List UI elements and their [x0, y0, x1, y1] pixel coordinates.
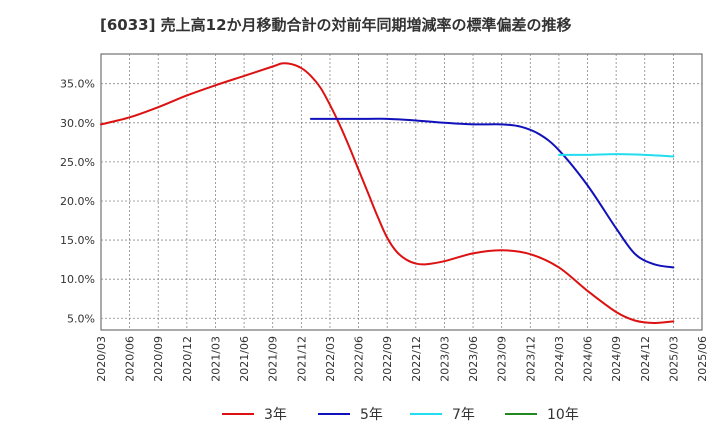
x-tick-label: 2022/09: [381, 336, 394, 382]
x-tick-label: 2022/03: [324, 336, 337, 382]
x-tick-label: 2021/09: [267, 336, 280, 382]
x-tick-label: 2020/09: [152, 336, 165, 382]
x-tick-label: 2022/12: [410, 336, 423, 382]
x-tick-label: 2025/06: [696, 336, 709, 382]
legend-label-1: 5年: [360, 407, 383, 423]
legend-label-2: 7年: [452, 407, 475, 423]
legend-label-3: 10年: [547, 407, 579, 423]
series-line-0: [100, 62, 675, 324]
chart-title: [6033] 売上高12か月移動合計の対前年同期増減率の標準偏差の推移: [100, 16, 572, 34]
x-tick-label: 2020/03: [95, 336, 108, 382]
x-tick-label: 2021/03: [209, 336, 222, 382]
x-tick-label: 2020/12: [181, 336, 194, 382]
y-tick-label: 10.0%: [60, 273, 95, 286]
x-tick-label: 2021/12: [295, 336, 308, 382]
x-tick-label: 2024/09: [610, 336, 623, 382]
y-tick-label: 15.0%: [60, 234, 95, 247]
x-tick-label: 2024/03: [553, 336, 566, 382]
y-tick-label: 5.0%: [67, 312, 95, 325]
legend-label-0: 3年: [264, 407, 287, 423]
y-tick-label: 20.0%: [60, 195, 95, 208]
series-line-2: [557, 153, 675, 158]
x-tick-label: 2024/12: [639, 336, 652, 382]
x-tick-label: 2023/06: [467, 336, 480, 382]
x-tick-label: 2021/06: [238, 336, 251, 382]
x-tick-label: 2025/03: [667, 336, 680, 382]
x-tick-label: 2020/06: [124, 336, 137, 382]
y-tick-label: 25.0%: [60, 156, 95, 169]
plot-frame: [100, 53, 703, 331]
y-tick-label: 35.0%: [60, 78, 95, 91]
x-tick-label: 2023/12: [524, 336, 537, 382]
x-tick-label: 2024/06: [582, 336, 595, 382]
series-line-1: [309, 117, 675, 269]
x-tick-label: 2022/06: [353, 336, 366, 382]
x-tick-label: 2023/09: [496, 336, 509, 382]
y-tick-label: 30.0%: [60, 117, 95, 130]
x-tick-label: 2023/03: [438, 336, 451, 382]
